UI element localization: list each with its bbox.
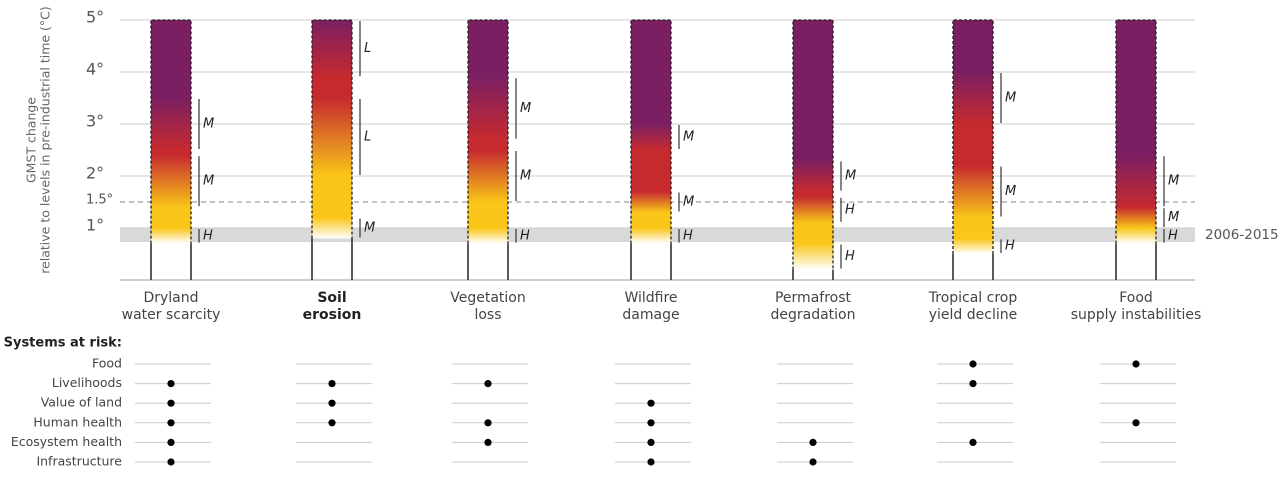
category-label: erosion [303,307,362,323]
category-label: loss [474,307,501,323]
category-label: Tropical crop [928,290,1018,306]
ember-outline [311,19,353,239]
risk-dot [647,438,655,446]
confidence-label: M [845,169,856,184]
confidence-label: M [1168,174,1179,189]
confidence-label: M [203,174,214,189]
ember-outline [467,19,509,244]
risk-dot [167,458,175,466]
category-label: Permafrost [775,290,852,306]
system-label: Human health [33,414,122,429]
reference-band-label: 2006-2015 [1205,227,1279,243]
confidence-label: M [1005,184,1016,199]
category-label: Vegetation [450,290,526,306]
y-tick-label: 4° [86,60,104,79]
category-label: Wildfire [624,290,677,306]
risk-dot [809,438,817,446]
risk-dot [969,360,977,368]
ember [312,20,352,239]
confidence-label: H [683,228,693,243]
ember [631,20,671,244]
ember-outline [1115,19,1157,244]
system-label: Livelihoods [52,375,122,390]
system-label: Food [92,356,122,371]
category-label: Dryland [143,290,198,306]
category-label: yield decline [929,307,1017,323]
confidence-label: M [683,130,694,145]
confidence-label: H [845,249,855,264]
confidence-label: L [364,130,371,145]
ember [1116,20,1156,244]
confidence-label: M [203,117,214,132]
ember [468,20,508,244]
risk-dot [328,399,336,407]
risk-dot [1132,360,1140,368]
systems-title: Systems at risk: [4,336,122,351]
ember-outline [630,19,672,244]
category-label: Soil [317,290,346,306]
confidence-label: H [845,202,855,217]
risk-dot [969,438,977,446]
risk-dot [167,380,175,388]
category-label: supply instabilities [1071,307,1202,323]
system-label: Infrastructure [36,454,122,469]
category-label: degradation [770,307,855,323]
confidence-label: M [364,221,375,236]
confidence-label: M [683,195,694,210]
ember-outline [952,19,994,254]
confidence-label: H [1168,228,1178,243]
ember [793,20,833,270]
risk-dot [647,458,655,466]
risk-dot [167,419,175,427]
y-axis-title: GMST change [24,97,39,183]
confidence-label: L [364,41,371,56]
confidence-label: M [1005,91,1016,106]
ember [151,20,191,244]
y-axis-title: relative to levels in pre-industrial tim… [38,6,53,274]
risk-dot [167,399,175,407]
risk-dot [484,419,492,427]
ember-outline [150,19,192,244]
confidence-label: M [520,101,531,116]
y-tick-label: 3° [86,112,104,131]
system-label: Value of land [41,395,122,410]
risk-dot [328,380,336,388]
confidence-label: H [1005,239,1015,254]
confidence-label: M [1168,210,1179,225]
risk-dot [647,419,655,427]
confidence-label: H [520,228,530,243]
risk-dot [328,419,336,427]
category-label: Food [1119,290,1153,306]
y-tick-label: 1.5° [86,193,113,208]
category-label: damage [622,307,679,323]
ember [953,20,993,254]
confidence-label: M [520,169,531,184]
y-tick-label: 1° [86,216,104,235]
risk-dot [484,438,492,446]
risk-dot [167,438,175,446]
risk-dot [647,399,655,407]
risk-dot [809,458,817,466]
y-tick-label: 5° [86,8,104,27]
system-label: Ecosystem health [11,434,122,449]
risk-dot [1132,419,1140,427]
risk-dot [484,380,492,388]
y-tick-label: 2° [86,164,104,183]
category-label: water scarcity [122,307,221,323]
risk-dot [969,380,977,388]
confidence-label: H [203,228,213,243]
